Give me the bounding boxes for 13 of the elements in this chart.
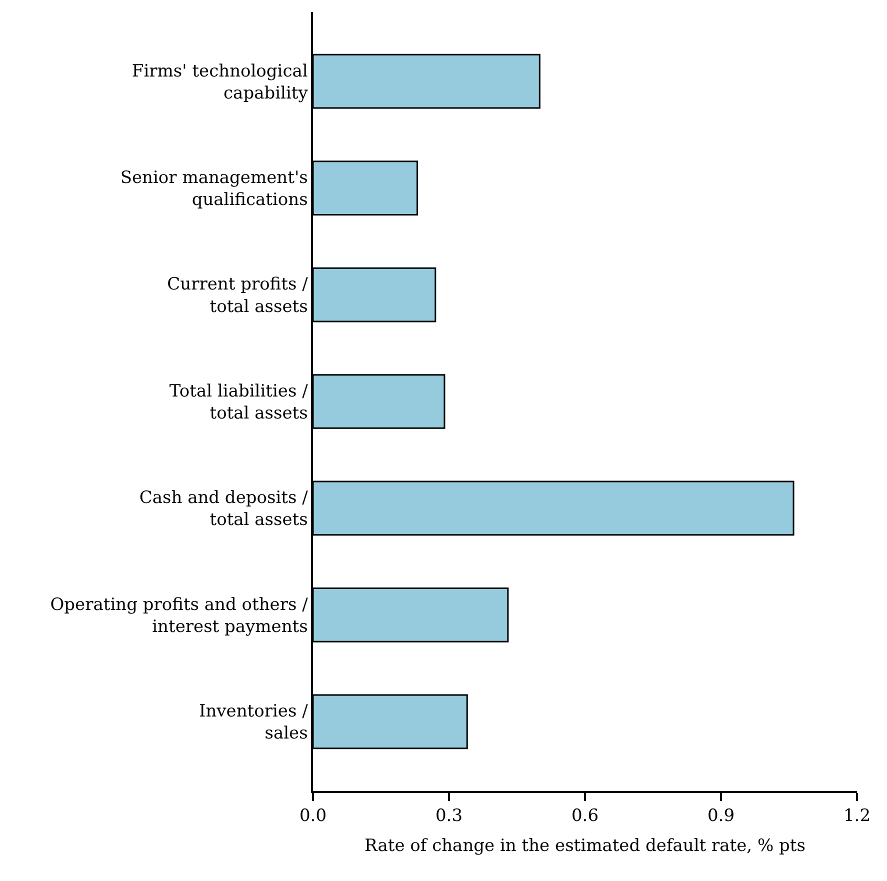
y-tick-label: Current profits / total assets (167, 274, 308, 317)
x-tick-label: 0.6 (571, 806, 599, 826)
y-tick-label: Inventories / sales (199, 702, 308, 744)
y-tick-label: Senior management's qualifications (120, 168, 308, 210)
y-tick-label: Total liabilities / total assets (169, 381, 308, 424)
x-tick-label: 0.0 (299, 806, 327, 826)
y-tick-label: Firms' technological capability (132, 61, 308, 104)
x-axis-title: Rate of change in the estimated default rate, % pts (364, 836, 806, 856)
x-tick-label: 0.3 (435, 806, 463, 826)
y-tick-label: Cash and deposits / total assets (139, 488, 308, 530)
x-tick-label: 1.2 (843, 806, 871, 826)
y-tick-label: Operating profits and others / interest payments (50, 594, 308, 637)
x-tick-label: 0.9 (707, 806, 735, 826)
